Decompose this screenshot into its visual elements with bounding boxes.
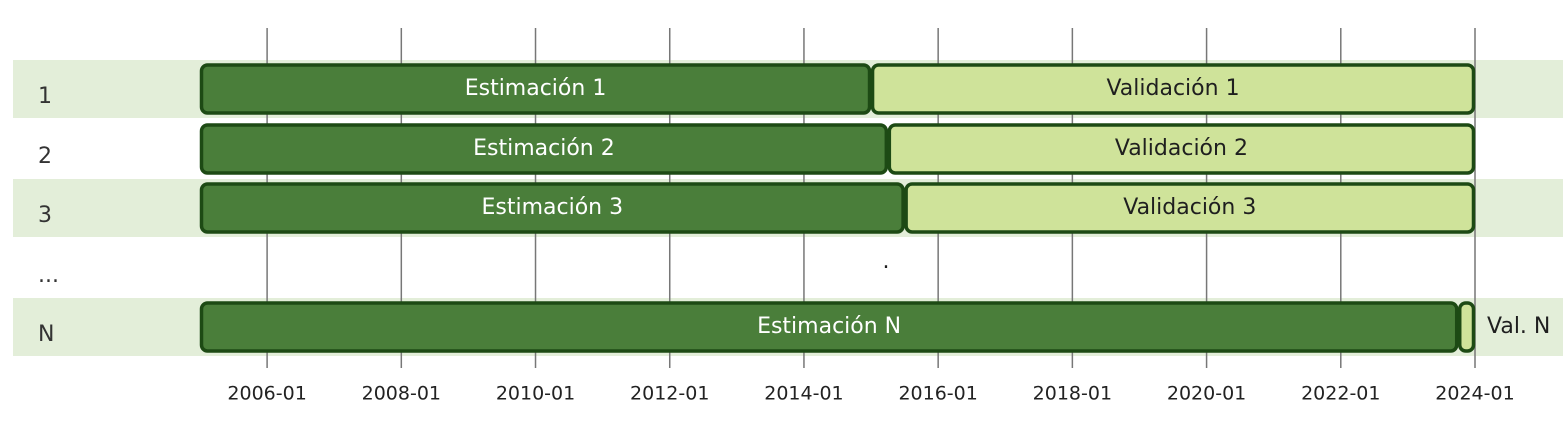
x-tick-label: 2010-01 (496, 383, 575, 405)
estimation-label-row-5: Estimación N (757, 314, 901, 339)
ellipsis-marker: . (883, 249, 890, 274)
estimation-bar-row-5 (199, 301, 1459, 353)
validation-bar-row-5 (1457, 301, 1476, 353)
validation-bar-row-1 (870, 63, 1476, 115)
x-tick-label: 2022-01 (1301, 383, 1380, 405)
row-label: N (38, 322, 54, 347)
validation-label-row-1: Validación 1 (1106, 76, 1239, 101)
x-tick-label: 2016-01 (898, 383, 977, 405)
validation-label-row-2: Validación 2 (1115, 136, 1248, 161)
row-label: ... (38, 263, 59, 288)
x-tick-label: 2024-01 (1435, 383, 1514, 405)
validation-label-row-5: Val. N (1487, 314, 1550, 339)
estimation-label-row-1: Estimación 1 (465, 76, 607, 101)
estimation-label-row-2: Estimación 2 (473, 136, 615, 161)
validation-bar-row-3 (904, 182, 1476, 234)
bars: Estimación 1 Validación 1 Estimación 2 Vali… (199, 63, 1550, 353)
validation-label-row-3: Validación 3 (1123, 195, 1256, 220)
estimation-label-row-3: Estimación 3 (481, 195, 623, 220)
x-tick-label: 2018-01 (1033, 383, 1112, 405)
row-label: 1 (38, 84, 52, 109)
estimation-bar-row-1 (199, 63, 872, 115)
row-label: 2 (38, 144, 52, 169)
row-label: 3 (38, 203, 52, 228)
estimation-bar-row-3 (199, 182, 905, 234)
x-tick-label: 2008-01 (362, 383, 441, 405)
estimation-bar-row-2 (199, 123, 889, 175)
x-tick-label: 2020-01 (1167, 383, 1246, 405)
x-tick-label: 2012-01 (630, 383, 709, 405)
x-tick-label: 2006-01 (227, 383, 306, 405)
x-tick-labels: 2006-01 2008-01 2010-01 2012-01 2014-01 2016-… (227, 383, 1514, 405)
row-labels: 1 2 3... N (38, 84, 59, 347)
x-tick-label: 2014-01 (764, 383, 843, 405)
validation-bar-row-2 (887, 123, 1476, 175)
